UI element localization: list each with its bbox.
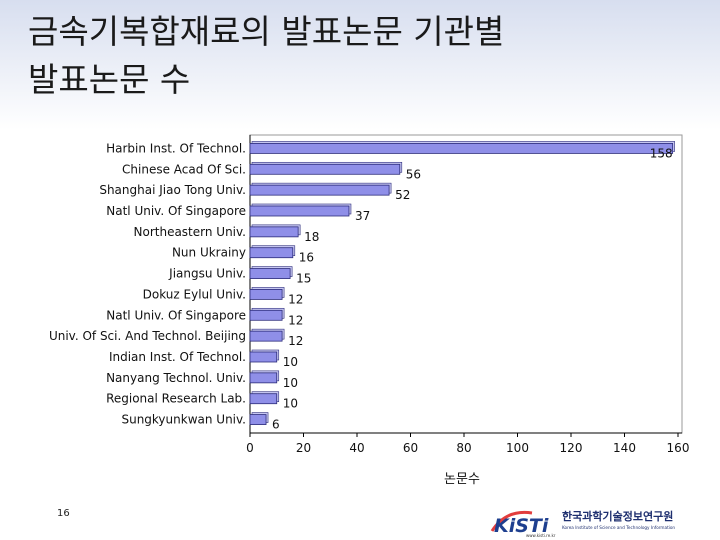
slide-title-line-1: 금속기복합재료의 발표논문 기관별 <box>28 12 505 51</box>
category-label: Jiangsu Univ. <box>168 267 246 281</box>
category-label: Shanghai Jiao Tong Univ. <box>99 183 246 197</box>
plot-area <box>249 134 683 434</box>
data-label: 52 <box>395 188 410 202</box>
x-tick-label: 40 <box>349 441 364 455</box>
x-tick-label: 100 <box>506 441 529 455</box>
bar <box>249 268 291 279</box>
bar <box>249 393 278 405</box>
bar <box>249 247 294 259</box>
data-label: 12 <box>288 292 303 306</box>
data-label: 10 <box>283 355 298 369</box>
bar <box>249 372 278 384</box>
category-label: Indian Inst. Of Technol. <box>109 350 246 364</box>
kisti-logo: KiSTi 한국과학기술정보연구원 Korea Institute of Sci… <box>490 509 675 538</box>
data-label: 158 <box>650 146 673 160</box>
x-axis-title: 논문수 <box>444 472 480 487</box>
bar <box>249 226 299 238</box>
category-label: Harbin Inst. Of Technol. <box>106 141 246 155</box>
bar <box>249 184 390 196</box>
category-label: Natl Univ. Of Singapore <box>106 204 246 218</box>
logo-url: www.kisti.re.kr <box>526 533 556 538</box>
bar <box>249 143 674 154</box>
page-number: 16 <box>57 508 70 519</box>
data-label: 12 <box>288 334 303 348</box>
data-label: 12 <box>288 313 303 327</box>
category-label: Chinese Acad Of Sci. <box>122 162 246 176</box>
bar <box>249 351 278 363</box>
bar <box>249 163 401 175</box>
category-label: Natl Univ. Of Singapore <box>106 308 246 322</box>
category-label: Univ. Of Sci. And Technol. Beijing <box>49 329 246 343</box>
x-tick-label: 140 <box>613 441 636 455</box>
category-label: Nun Ukrainy <box>172 246 246 260</box>
bar <box>249 205 350 217</box>
category-label: Sungkyunkwan Univ. <box>121 413 246 427</box>
data-label: 37 <box>355 209 370 223</box>
x-tick-label: 20 <box>296 441 311 455</box>
data-label: 10 <box>283 376 298 390</box>
category-label: Regional Research Lab. <box>106 392 246 406</box>
x-tick-label: 120 <box>560 441 583 455</box>
bar <box>249 309 283 321</box>
x-tick-label: 60 <box>403 441 418 455</box>
category-label: Dokuz Eylul Univ. <box>143 287 246 301</box>
category-label: Northeastern Univ. <box>134 225 247 239</box>
x-tick-label: 80 <box>456 441 471 455</box>
data-label: 18 <box>304 230 319 244</box>
data-label: 15 <box>296 272 311 286</box>
logo-name-en: Korea Institute of Science and Technolog… <box>562 525 675 530</box>
x-tick-label: 160 <box>667 441 690 455</box>
data-label: 56 <box>406 167 421 181</box>
category-label: Nanyang Technol. Univ. <box>106 371 246 385</box>
data-label: 6 <box>272 418 280 432</box>
slide-title-line-2: 발표논문 수 <box>28 60 191 99</box>
bar <box>249 289 283 300</box>
logo-name-ko: 한국과학기술정보연구원 <box>562 509 673 523</box>
data-label: 10 <box>283 397 298 411</box>
bar <box>249 414 267 425</box>
bar <box>249 330 283 342</box>
x-tick-label: 0 <box>246 441 254 455</box>
data-label: 16 <box>299 251 314 265</box>
logo-mark: KiSTi <box>494 515 549 537</box>
